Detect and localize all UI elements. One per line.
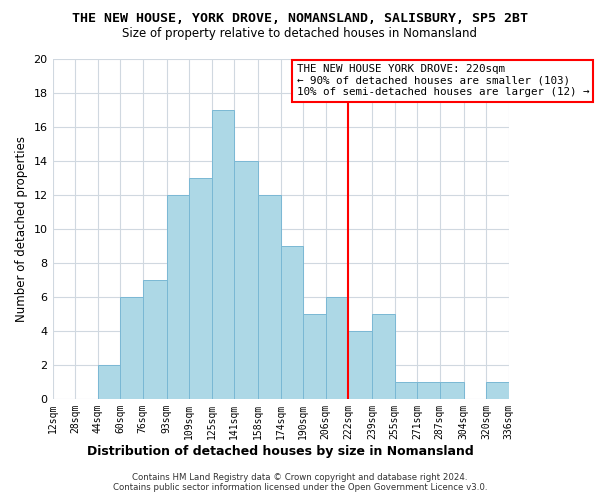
Bar: [143, 280, 167, 399]
Bar: [326, 297, 348, 399]
Bar: [167, 195, 189, 399]
Bar: [281, 246, 303, 399]
Bar: [395, 382, 417, 399]
Text: THE NEW HOUSE, YORK DROVE, NOMANSLAND, SALISBURY, SP5 2BT: THE NEW HOUSE, YORK DROVE, NOMANSLAND, S…: [72, 12, 528, 26]
Bar: [98, 365, 120, 399]
Y-axis label: Number of detached properties: Number of detached properties: [15, 136, 28, 322]
Text: Contains HM Land Registry data © Crown copyright and database right 2024.
Contai: Contains HM Land Registry data © Crown c…: [113, 473, 487, 492]
Bar: [372, 314, 395, 399]
Text: Size of property relative to detached houses in Nomansland: Size of property relative to detached ho…: [122, 28, 478, 40]
Bar: [348, 331, 372, 399]
Bar: [234, 161, 258, 399]
Bar: [417, 382, 440, 399]
Bar: [120, 297, 143, 399]
Bar: [440, 382, 464, 399]
Bar: [258, 195, 281, 399]
Bar: [189, 178, 212, 399]
Bar: [212, 110, 234, 399]
Bar: [303, 314, 326, 399]
Text: THE NEW HOUSE YORK DROVE: 220sqm
← 90% of detached houses are smaller (103)
10% : THE NEW HOUSE YORK DROVE: 220sqm ← 90% o…: [296, 64, 589, 98]
Bar: [486, 382, 509, 399]
X-axis label: Distribution of detached houses by size in Nomansland: Distribution of detached houses by size …: [87, 444, 474, 458]
